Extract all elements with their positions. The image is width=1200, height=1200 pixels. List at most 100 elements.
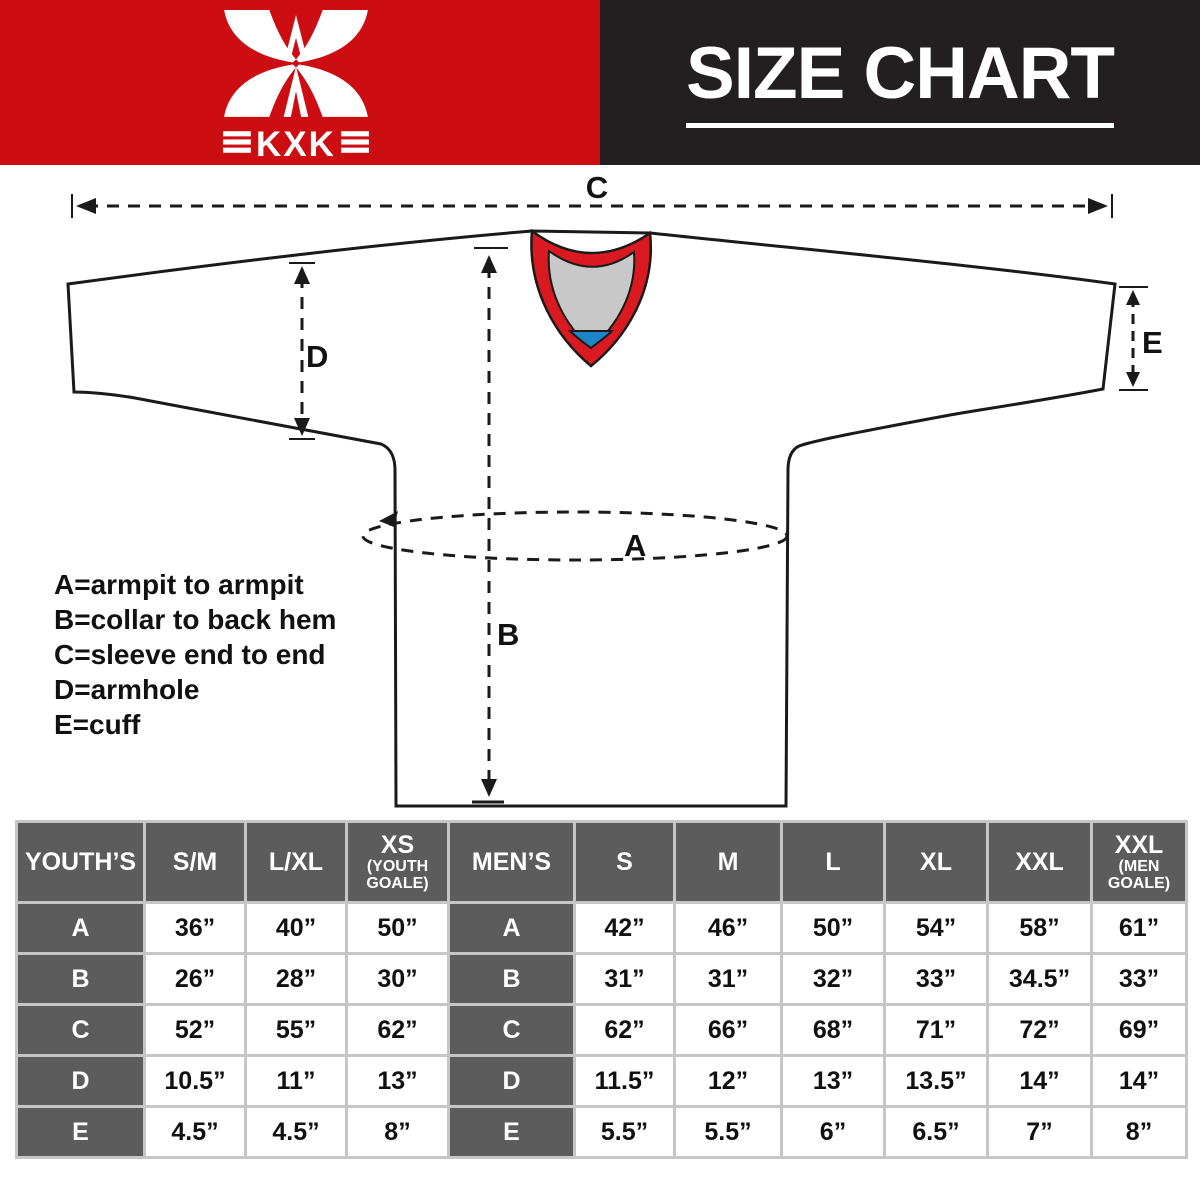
column-header: L/XL: [244, 820, 348, 904]
size-value-cell: 30”: [345, 952, 450, 1006]
column-header: MEN’S: [447, 820, 576, 904]
measure-arrow-b: [472, 247, 508, 804]
size-value-cell: 62”: [573, 1003, 676, 1057]
size-value-cell: 69”: [1090, 1003, 1188, 1057]
measure-ellipse-a: [361, 510, 789, 562]
label-e: E: [1142, 325, 1163, 360]
size-value-cell: 13”: [780, 1054, 886, 1108]
size-value-cell: 5.5”: [673, 1105, 783, 1159]
legend-line-b: B=collar to back hem: [54, 604, 337, 635]
size-table: YOUTH’S S/M L/XL XS (YOUTH GOALE) MEN’S S M L XL X…: [15, 820, 1188, 1159]
jersey-diagram: C D B A E: [66, 170, 1163, 808]
size-value-cell: 55”: [244, 1003, 348, 1057]
row-label-cell: E: [15, 1105, 146, 1159]
column-header: XXL: [986, 820, 1093, 904]
label-b: B: [497, 617, 519, 652]
column-header: S/M: [143, 820, 247, 904]
legend-line-c: C=sleeve end to end: [54, 639, 326, 670]
size-value-cell: 12”: [673, 1054, 783, 1108]
column-header: YOUTH’S: [15, 820, 146, 904]
size-value-cell: 13”: [345, 1054, 450, 1108]
legend-line-e: E=cuff: [54, 709, 141, 740]
size-value-cell: 58”: [986, 901, 1093, 955]
size-value-cell: 10.5”: [143, 1054, 247, 1108]
size-value-cell: 6”: [780, 1105, 886, 1159]
size-value-cell: 50”: [780, 901, 886, 955]
row-label-cell: D: [447, 1054, 576, 1108]
legend-line-d: D=armhole: [54, 674, 200, 705]
row-label-cell: D: [15, 1054, 146, 1108]
table-row: C 52” 55” 62” C 62” 66” 68” 71” 72” 69”: [15, 1003, 1188, 1057]
size-value-cell: 72”: [986, 1003, 1093, 1057]
measurement-legend: A=armpit to armpit B=collar to back hem …: [54, 567, 336, 742]
size-value-cell: 14”: [986, 1054, 1093, 1108]
size-value-cell: 31”: [673, 952, 783, 1006]
label-c: C: [586, 170, 608, 205]
brand-wordmark: KXK: [256, 125, 336, 161]
title-panel: SIZE CHART: [600, 0, 1200, 165]
size-value-cell: 6.5”: [883, 1105, 989, 1159]
size-value-cell: 8”: [345, 1105, 450, 1159]
table-row: A 36” 40” 50” A 42” 46” 50” 54” 58” 61”: [15, 901, 1188, 955]
table-row: D 10.5” 11” 13” D 11.5” 12” 13” 13.5” 14” 14”: [15, 1054, 1188, 1108]
legend-line-a: A=armpit to armpit: [54, 569, 304, 600]
size-value-cell: 34.5”: [986, 952, 1093, 1006]
size-value-cell: 54”: [883, 901, 989, 955]
size-value-cell: 11”: [244, 1054, 348, 1108]
kxk-logo-mark: [223, 10, 369, 153]
row-label-cell: C: [15, 1003, 146, 1057]
kxk-logo: KXK: [223, 10, 369, 161]
size-value-cell: 62”: [345, 1003, 450, 1057]
size-value-cell: 71”: [883, 1003, 989, 1057]
size-value-cell: 26”: [143, 952, 247, 1006]
column-header: XXL (MEN GOALE): [1090, 820, 1188, 904]
row-label-cell: C: [447, 1003, 576, 1057]
size-value-cell: 61”: [1090, 901, 1188, 955]
size-value-cell: 40”: [244, 901, 348, 955]
size-value-cell: 4.5”: [244, 1105, 348, 1159]
size-value-cell: 28”: [244, 952, 348, 1006]
size-value-cell: 32”: [780, 952, 886, 1006]
size-value-cell: 4.5”: [143, 1105, 247, 1159]
header-banner: KXK SIZE CHART: [0, 0, 1200, 165]
collar-insert: [567, 330, 615, 350]
size-value-cell: 7”: [986, 1105, 1093, 1159]
size-value-cell: 42”: [573, 901, 676, 955]
label-a: A: [624, 528, 646, 563]
row-label-cell: A: [447, 901, 576, 955]
size-value-cell: 33”: [883, 952, 989, 1006]
size-value-cell: 66”: [673, 1003, 783, 1057]
column-header: XL: [883, 820, 989, 904]
column-header: M: [673, 820, 783, 904]
brand-panel: KXK: [0, 0, 600, 165]
size-value-cell: 46”: [673, 901, 783, 955]
table-row: B 26” 28” 30” B 31” 31” 32” 33” 34.5” 33”: [15, 952, 1188, 1006]
label-d: D: [306, 339, 328, 374]
measure-arrow-e: [1119, 286, 1148, 391]
collar-inner: [547, 249, 636, 350]
size-value-cell: 68”: [780, 1003, 886, 1057]
size-value-cell: 33”: [1090, 952, 1188, 1006]
table-row: E 4.5” 4.5” 8” E 5.5” 5.5” 6” 6.5” 7” 8”: [15, 1105, 1188, 1159]
size-value-cell: 31”: [573, 952, 676, 1006]
size-value-cell: 14”: [1090, 1054, 1188, 1108]
measure-arrow-c: [71, 194, 1113, 218]
size-value-cell: 11.5”: [573, 1054, 676, 1108]
page-title: SIZE CHART: [686, 37, 1115, 128]
column-header: L: [780, 820, 886, 904]
size-value-cell: 52”: [143, 1003, 247, 1057]
size-value-cell: 50”: [345, 901, 450, 955]
row-label-cell: A: [15, 901, 146, 955]
row-label-cell: B: [15, 952, 146, 1006]
size-value-cell: 8”: [1090, 1105, 1188, 1159]
table-header-row: YOUTH’S S/M L/XL XS (YOUTH GOALE) MEN’S S M L XL X…: [15, 820, 1188, 904]
size-value-cell: 13.5”: [883, 1054, 989, 1108]
row-label-cell: B: [447, 952, 576, 1006]
row-label-cell: E: [447, 1105, 576, 1159]
column-header: XS (YOUTH GOALE): [345, 820, 450, 904]
measure-arrow-d: [289, 262, 315, 440]
size-table-body: YOUTH’S S/M L/XL XS (YOUTH GOALE) MEN’S S M L XL X…: [15, 820, 1188, 1159]
size-value-cell: 5.5”: [573, 1105, 676, 1159]
size-value-cell: 36”: [143, 901, 247, 955]
column-header: S: [573, 820, 676, 904]
